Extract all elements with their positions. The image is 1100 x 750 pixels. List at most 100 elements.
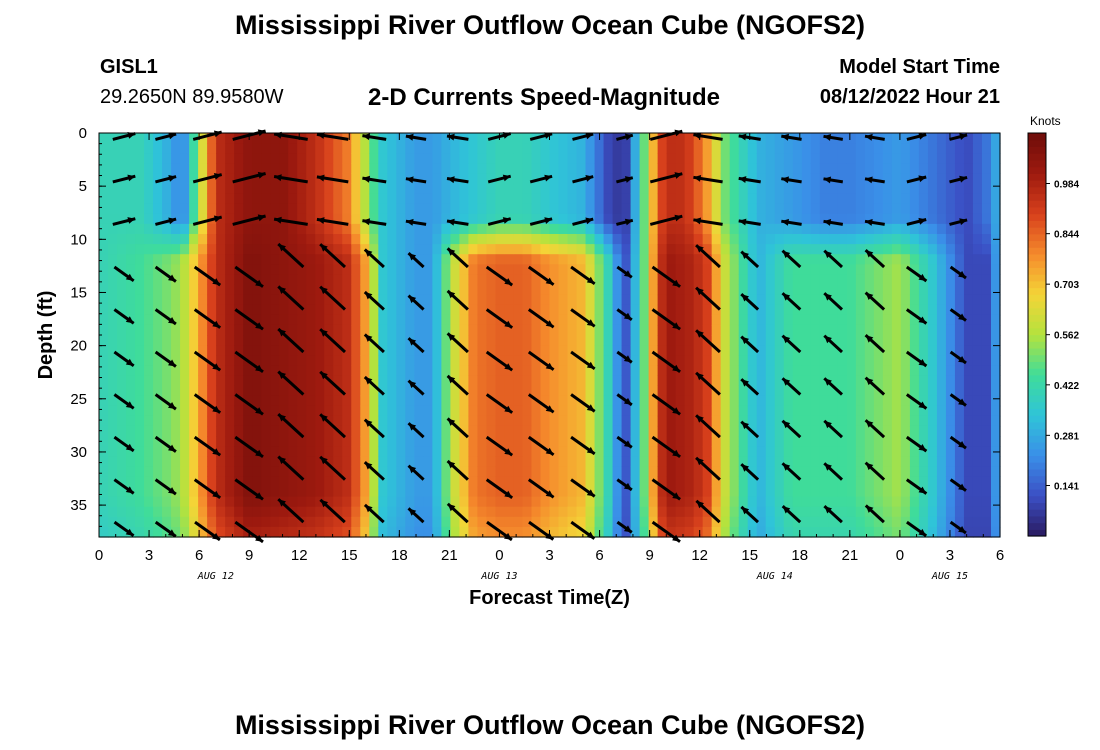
heatmap-cell (207, 143, 217, 154)
heatmap-cell (162, 183, 172, 195)
heatmap-cell (945, 526, 956, 538)
heatmap-cell (369, 324, 379, 336)
heatmap-cell (630, 526, 641, 538)
heatmap-cell (495, 193, 506, 205)
heatmap-cell (549, 244, 560, 255)
heatmap-cell (252, 203, 262, 215)
heatmap-cell (747, 496, 758, 508)
heatmap-cell (558, 385, 569, 397)
heatmap-cell (855, 314, 866, 326)
heatmap-cell (729, 496, 740, 508)
vector-head (781, 176, 789, 184)
current-vector (113, 308, 135, 325)
heatmap-cell (981, 395, 992, 407)
heatmap-cell (324, 223, 334, 235)
heatmap-cell (351, 335, 361, 346)
heatmap-cell (594, 506, 605, 518)
colorbar-segment (1028, 388, 1046, 396)
heatmap-cell (603, 375, 614, 387)
heatmap-cell (540, 153, 551, 164)
x-tick-label: 3 (545, 547, 553, 564)
heatmap-cell (324, 516, 334, 528)
current-vector (446, 459, 469, 481)
vector-head (696, 287, 704, 296)
heatmap-cell (549, 294, 560, 306)
heatmap-cell (774, 213, 785, 225)
heatmap-cell (540, 456, 551, 467)
heatmap-cell (198, 163, 208, 174)
current-vector (527, 265, 555, 286)
heatmap-cell (666, 335, 677, 346)
heatmap-cell (468, 456, 479, 467)
heatmap-cell (945, 395, 956, 407)
heatmap-cell (765, 375, 776, 387)
heatmap-cell (882, 476, 893, 488)
vector-head (738, 218, 747, 226)
heatmap-cell (774, 143, 785, 154)
heatmap-cell (414, 486, 424, 498)
heatmap-cell (495, 375, 506, 387)
heatmap-cell (756, 234, 767, 245)
heatmap-cell (945, 254, 956, 265)
heatmap-cell (720, 365, 731, 376)
heatmap-cell (369, 395, 379, 407)
current-vector (864, 133, 885, 141)
vector-head (320, 456, 328, 465)
heatmap-cell (909, 466, 920, 477)
heatmap-cell (891, 385, 902, 397)
current-vector (485, 478, 514, 500)
heatmap-cell (603, 153, 614, 164)
colorbar-segment (1028, 408, 1046, 416)
heatmap-cell (441, 415, 451, 427)
heatmap-cell (171, 304, 181, 316)
heatmap-cell (468, 284, 479, 296)
vector-head (125, 316, 134, 324)
heatmap-cell (378, 355, 388, 366)
heatmap-cell (963, 264, 974, 275)
heatmap-cell (855, 203, 866, 215)
heatmap-cell (216, 446, 226, 457)
heatmap-cell (918, 234, 929, 245)
heatmap-cell (792, 355, 803, 366)
vector-head (958, 398, 966, 406)
heatmap-cell (171, 345, 181, 356)
heatmap-cell (747, 324, 758, 336)
heatmap-cell (234, 193, 244, 205)
heatmap-cell (666, 375, 677, 387)
heatmap-cell (963, 345, 974, 356)
heatmap-cell (891, 254, 902, 265)
heatmap-cell (576, 405, 587, 417)
heatmap-cell (576, 163, 587, 174)
heatmap-cell (387, 446, 397, 457)
heatmap-cell (189, 254, 199, 265)
heatmap-cell (243, 486, 253, 498)
x-tick-label: 6 (996, 547, 1004, 564)
heatmap-cell (207, 395, 217, 407)
heatmap-cell (873, 395, 884, 407)
heatmap-cell (954, 133, 965, 144)
heatmap-cell (648, 345, 659, 356)
heatmap-cell (891, 264, 902, 275)
heatmap-cell (441, 516, 451, 528)
x-tick-label: 6 (595, 547, 603, 564)
heatmap-cell (468, 405, 479, 417)
heatmap-cell (828, 476, 839, 488)
heatmap-cell (216, 173, 226, 185)
heatmap-cell (225, 244, 235, 255)
heatmap-cell (171, 314, 181, 326)
heatmap-cell (423, 496, 433, 508)
heatmap-cell (639, 193, 650, 205)
heatmap-cell (117, 476, 127, 488)
heatmap-cell (144, 456, 154, 467)
heatmap-cell (864, 385, 875, 397)
heatmap-cell (990, 133, 1001, 144)
heatmap-cell (288, 254, 298, 265)
heatmap-cell (369, 456, 379, 467)
heatmap-cell (423, 456, 433, 467)
heatmap-cell (873, 526, 884, 538)
heatmap-cell (693, 436, 704, 447)
heatmap-cell (882, 173, 893, 185)
heatmap-cell (207, 203, 217, 215)
heatmap-cell (972, 476, 983, 488)
